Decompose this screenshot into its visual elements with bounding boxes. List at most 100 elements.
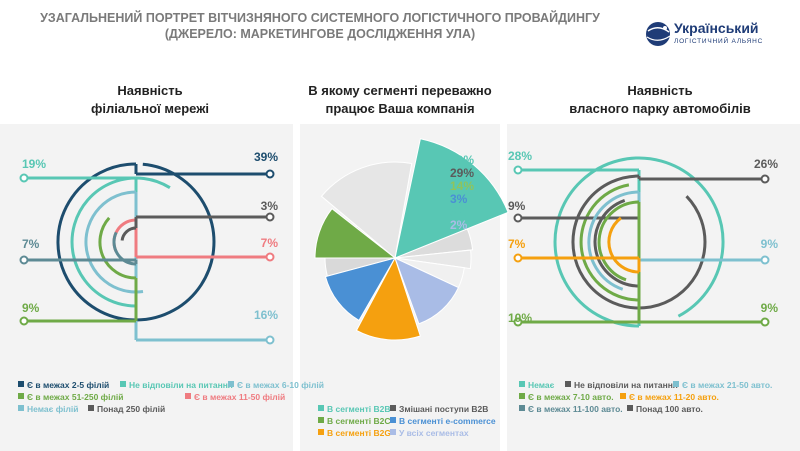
end-dot-1 xyxy=(19,173,29,183)
pie-value-label-5: 2% xyxy=(450,218,468,232)
value-label-3: 9% xyxy=(22,301,40,315)
left-title-line-2: філіальної мережі xyxy=(90,101,210,116)
end-dot-r-5 xyxy=(760,317,770,327)
legend-swatch-c-4 xyxy=(318,429,324,435)
legend-swatch-r-1 xyxy=(565,381,571,387)
title-line-1: УЗАГАЛЬНЕНИЙ ПОРТРЕТ ВІТЧИЗНЯНОГО СИСТЕМ… xyxy=(40,11,600,25)
legend-swatch-l-1 xyxy=(120,381,126,387)
ring-r-0 xyxy=(513,156,725,328)
legend-label-r-6: Понад 100 авто. xyxy=(636,404,703,414)
pie-slice-1 xyxy=(320,161,413,259)
pie-deco-slice-1 xyxy=(394,249,472,270)
legend-swatch-c-2 xyxy=(318,417,324,423)
radial-arc-2 xyxy=(84,190,144,294)
radial-arc-r-2 xyxy=(579,183,640,302)
ring-r-6 xyxy=(513,216,641,274)
value-label-6: 3% xyxy=(261,199,279,213)
legend-label-r-4: Є в межах 11-20 авто. xyxy=(629,392,719,402)
pie-slice-2 xyxy=(314,207,397,259)
legend-swatch-r-0 xyxy=(519,381,525,387)
end-dot-r-4 xyxy=(760,255,770,265)
legend-swatch-c-0 xyxy=(318,405,324,411)
ring-3 xyxy=(19,216,138,326)
value-label-r-3: 9% xyxy=(508,199,526,213)
end-dot-3 xyxy=(19,316,29,326)
value-label-r-6: 7% xyxy=(508,237,526,251)
legend-label-r-1: Не відповіли на питання xyxy=(574,380,678,390)
legend-swatch-l-3 xyxy=(18,393,24,399)
center-title-line-1: В якому сегменті переважно xyxy=(308,83,492,98)
legend-label-l-3: Є в межах 51-250 філій xyxy=(27,392,123,402)
end-dot-5 xyxy=(19,255,29,265)
legend-swatch-r-6 xyxy=(627,405,633,411)
value-label-4: 7% xyxy=(261,236,279,250)
ring-6 xyxy=(120,212,275,241)
radial-arc-3 xyxy=(98,216,137,280)
value-label-r-2: 10% xyxy=(508,311,532,325)
radial-arc-r-0 xyxy=(553,156,725,328)
value-label-1: 19% xyxy=(22,157,46,171)
end-dot-r-6 xyxy=(513,253,523,263)
legend-swatch-l-6 xyxy=(88,405,94,411)
legend-swatch-r-3 xyxy=(519,393,525,399)
value-label-r-5: 9% xyxy=(761,301,779,315)
legend-swatch-r-2 xyxy=(673,381,679,387)
right-title-line-1: Наявність xyxy=(627,83,693,98)
ring-1 xyxy=(19,173,171,308)
legend-swatch-r-5 xyxy=(519,405,525,411)
ring-r-1 xyxy=(571,174,770,310)
pie-slice-3 xyxy=(324,257,397,322)
legend-swatch-r-4 xyxy=(620,393,626,399)
ring-4 xyxy=(112,218,275,262)
end-dot-r-0 xyxy=(513,165,523,175)
pie-value-label-1: 29% xyxy=(450,166,474,180)
legend-label-l-0: Є в межах 2-5 філій xyxy=(27,380,109,390)
page-title: УЗАГАЛЬНЕНИЙ ПОРТРЕТ ВІТЧИЗНЯНОГО СИСТЕМ… xyxy=(0,10,640,42)
left-chart-title: Наявність філіальної мережі xyxy=(40,82,260,118)
value-label-2: 16% xyxy=(254,308,278,322)
legend-label-r-2: Є в межах 21-50 авто. xyxy=(682,380,772,390)
legend-label-c-4: В сегменті B2G xyxy=(327,428,391,438)
end-dot-2 xyxy=(265,335,275,345)
end-dot-r-1 xyxy=(760,174,770,184)
radial-arc-r-1 xyxy=(571,174,707,310)
pie-slice-5 xyxy=(394,257,460,325)
value-label-5: 7% xyxy=(22,237,40,251)
radial-arc-6 xyxy=(120,226,137,241)
legend-label-l-1: Не відповіли на питання xyxy=(129,380,233,390)
value-label-0: 39% xyxy=(254,150,278,164)
ring-5 xyxy=(19,231,138,266)
legend-label-l-4: Є в межах 11-50 філій xyxy=(194,392,285,402)
legend-label-r-5: Є в межах 11-100 авто. xyxy=(528,404,623,414)
end-dot-6 xyxy=(265,212,275,222)
end-dot-r-2 xyxy=(513,317,523,327)
legend-swatch-l-0 xyxy=(18,381,24,387)
legend-label-c-1: Змішані поступи B2B xyxy=(399,404,488,414)
end-dot-4 xyxy=(265,252,275,262)
globe-logo-icon xyxy=(646,22,671,46)
radial-arc-r-5 xyxy=(597,200,640,282)
logo-subtext: ЛОГІСТИЧНИЙ АЛЬЯНС xyxy=(674,38,764,45)
logo: Український ЛОГІСТИЧНИЙ АЛЬЯНС xyxy=(644,18,794,58)
end-dot-r-3 xyxy=(513,213,523,223)
value-label-r-0: 28% xyxy=(508,149,532,163)
value-label-r-4: 9% xyxy=(761,237,779,251)
end-dot-0 xyxy=(265,169,275,179)
legend-label-c-3: В сегменті e-commerce xyxy=(399,416,496,426)
legend-swatch-c-5 xyxy=(390,429,396,435)
pie-value-label-0: 49% xyxy=(450,153,474,167)
right-title-line-2: власного парку автомобілів xyxy=(569,101,751,116)
legend-label-l-6: Понад 250 філій xyxy=(97,404,165,414)
center-title-line-2: працює Ваша компанія xyxy=(325,101,475,116)
legend-swatch-c-3 xyxy=(390,417,396,423)
legend-label-c-5: У всіх сегментах xyxy=(399,428,469,438)
radial-arc-5 xyxy=(112,231,137,266)
radial-arc-r-4 xyxy=(587,190,640,291)
ring-r-3 xyxy=(513,198,641,288)
legend-swatch-l-5 xyxy=(18,405,24,411)
ring-0 xyxy=(56,162,275,322)
pie-slice-4 xyxy=(355,256,421,341)
title-line-2: (ДЖЕРЕЛО: МАРКЕТИНГОВЕ ДОСЛІДЖЕННЯ УЛА) xyxy=(164,27,476,41)
left-title-line-1: Наявність xyxy=(117,83,183,98)
legend-swatch-l-4 xyxy=(185,393,191,399)
